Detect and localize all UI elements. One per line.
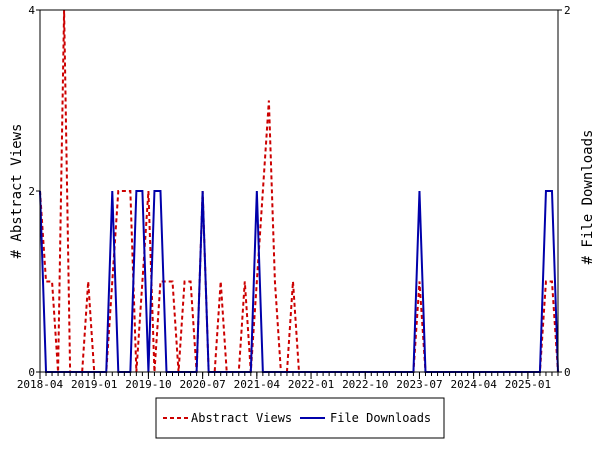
y-axis-title-right: # File Downloads (580, 130, 596, 265)
y-left-tick-label: 0 (28, 366, 35, 379)
y-left-tick-label: 4 (28, 4, 35, 17)
x-tick-label: 2018-04 (17, 378, 64, 391)
x-tick-label: 2022-01 (288, 378, 334, 391)
x-tick-label: 2025-01 (505, 378, 551, 391)
legend-label-abstract-views: Abstract Views (191, 411, 292, 425)
y-right-tick-label: 0 (564, 366, 571, 379)
legend-label-file-downloads: File Downloads (330, 411, 431, 425)
chart-legend: Abstract Views File Downloads (155, 397, 445, 439)
x-tick-label: 2019-01 (71, 378, 117, 391)
x-tick-label: 2021-04 (234, 378, 281, 391)
axis-layer: 2018-04 2019-01 2019-10 2020-07 2021-04 2022-… (17, 4, 571, 391)
y-right-tick-label: 2 (564, 4, 571, 17)
x-tick-label: 2024-04 (450, 378, 497, 391)
y-left-tick-label: 2 (28, 185, 35, 198)
x-tick-label: 2022-10 (342, 378, 388, 391)
x-tick-label: 2019-10 (125, 378, 171, 391)
x-tick-label: 2020-07 (179, 378, 225, 391)
y-axis-title-left: # Abstract Views (9, 124, 25, 259)
x-tick-label: 2023-07 (396, 378, 442, 391)
